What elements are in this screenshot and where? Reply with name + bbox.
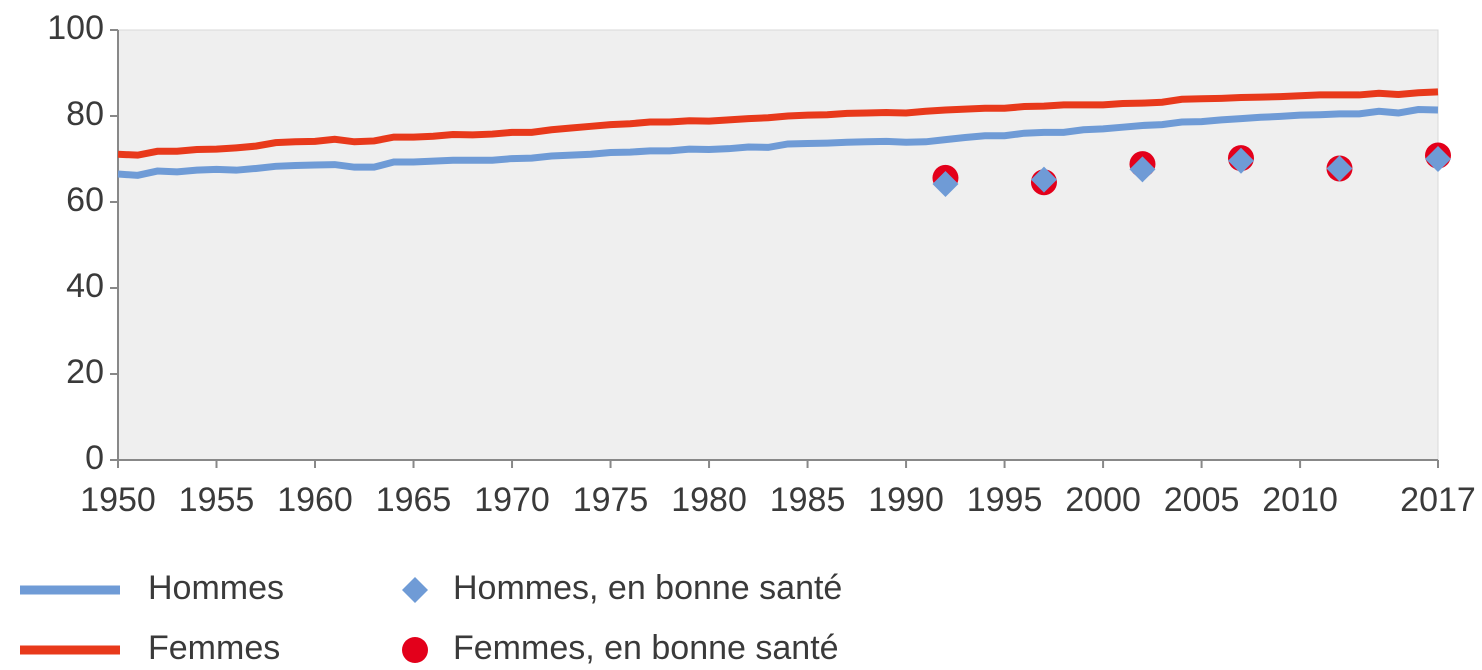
- x-tick-label: 1960: [277, 481, 353, 519]
- x-tick-label: 1970: [474, 481, 550, 519]
- x-tick-label: 1980: [671, 481, 747, 519]
- x-tick-label: 2017: [1400, 481, 1476, 519]
- point: [1425, 146, 1451, 172]
- legend-swatch: [402, 577, 428, 603]
- legend-label: Hommes: [148, 569, 284, 607]
- legend-label: Femmes: [148, 629, 280, 667]
- x-tick-label: 1990: [868, 481, 944, 519]
- x-tick-label: 2005: [1164, 481, 1240, 519]
- x-tick-label: 1950: [80, 481, 156, 519]
- y-tick-label: 20: [66, 353, 104, 391]
- y-tick-label: 40: [66, 267, 104, 305]
- x-tick-label: 1975: [573, 481, 649, 519]
- x-tick-label: 1985: [770, 481, 846, 519]
- point: [1326, 155, 1353, 182]
- y-tick-label: 0: [85, 439, 104, 477]
- x-tick-label: 2000: [1065, 481, 1141, 519]
- legend-label: Hommes, en bonne santé: [453, 569, 842, 607]
- line: [117, 88, 1439, 159]
- legend-swatch: [402, 637, 428, 663]
- x-tick-label: 1965: [376, 481, 452, 519]
- line: [117, 106, 1439, 179]
- x-tick-label: 2010: [1262, 481, 1338, 519]
- point: [1030, 166, 1057, 193]
- y-tick-label: 100: [47, 9, 104, 47]
- x-tick-label: 1955: [179, 481, 255, 519]
- point: [932, 170, 959, 197]
- y-tick-label: 80: [66, 95, 104, 133]
- x-tick-label: 1995: [967, 481, 1043, 519]
- y-tick-label: 60: [66, 181, 104, 219]
- point: [1129, 156, 1156, 183]
- point: [1227, 147, 1254, 174]
- legend-label: Femmes, en bonne santé: [453, 629, 839, 667]
